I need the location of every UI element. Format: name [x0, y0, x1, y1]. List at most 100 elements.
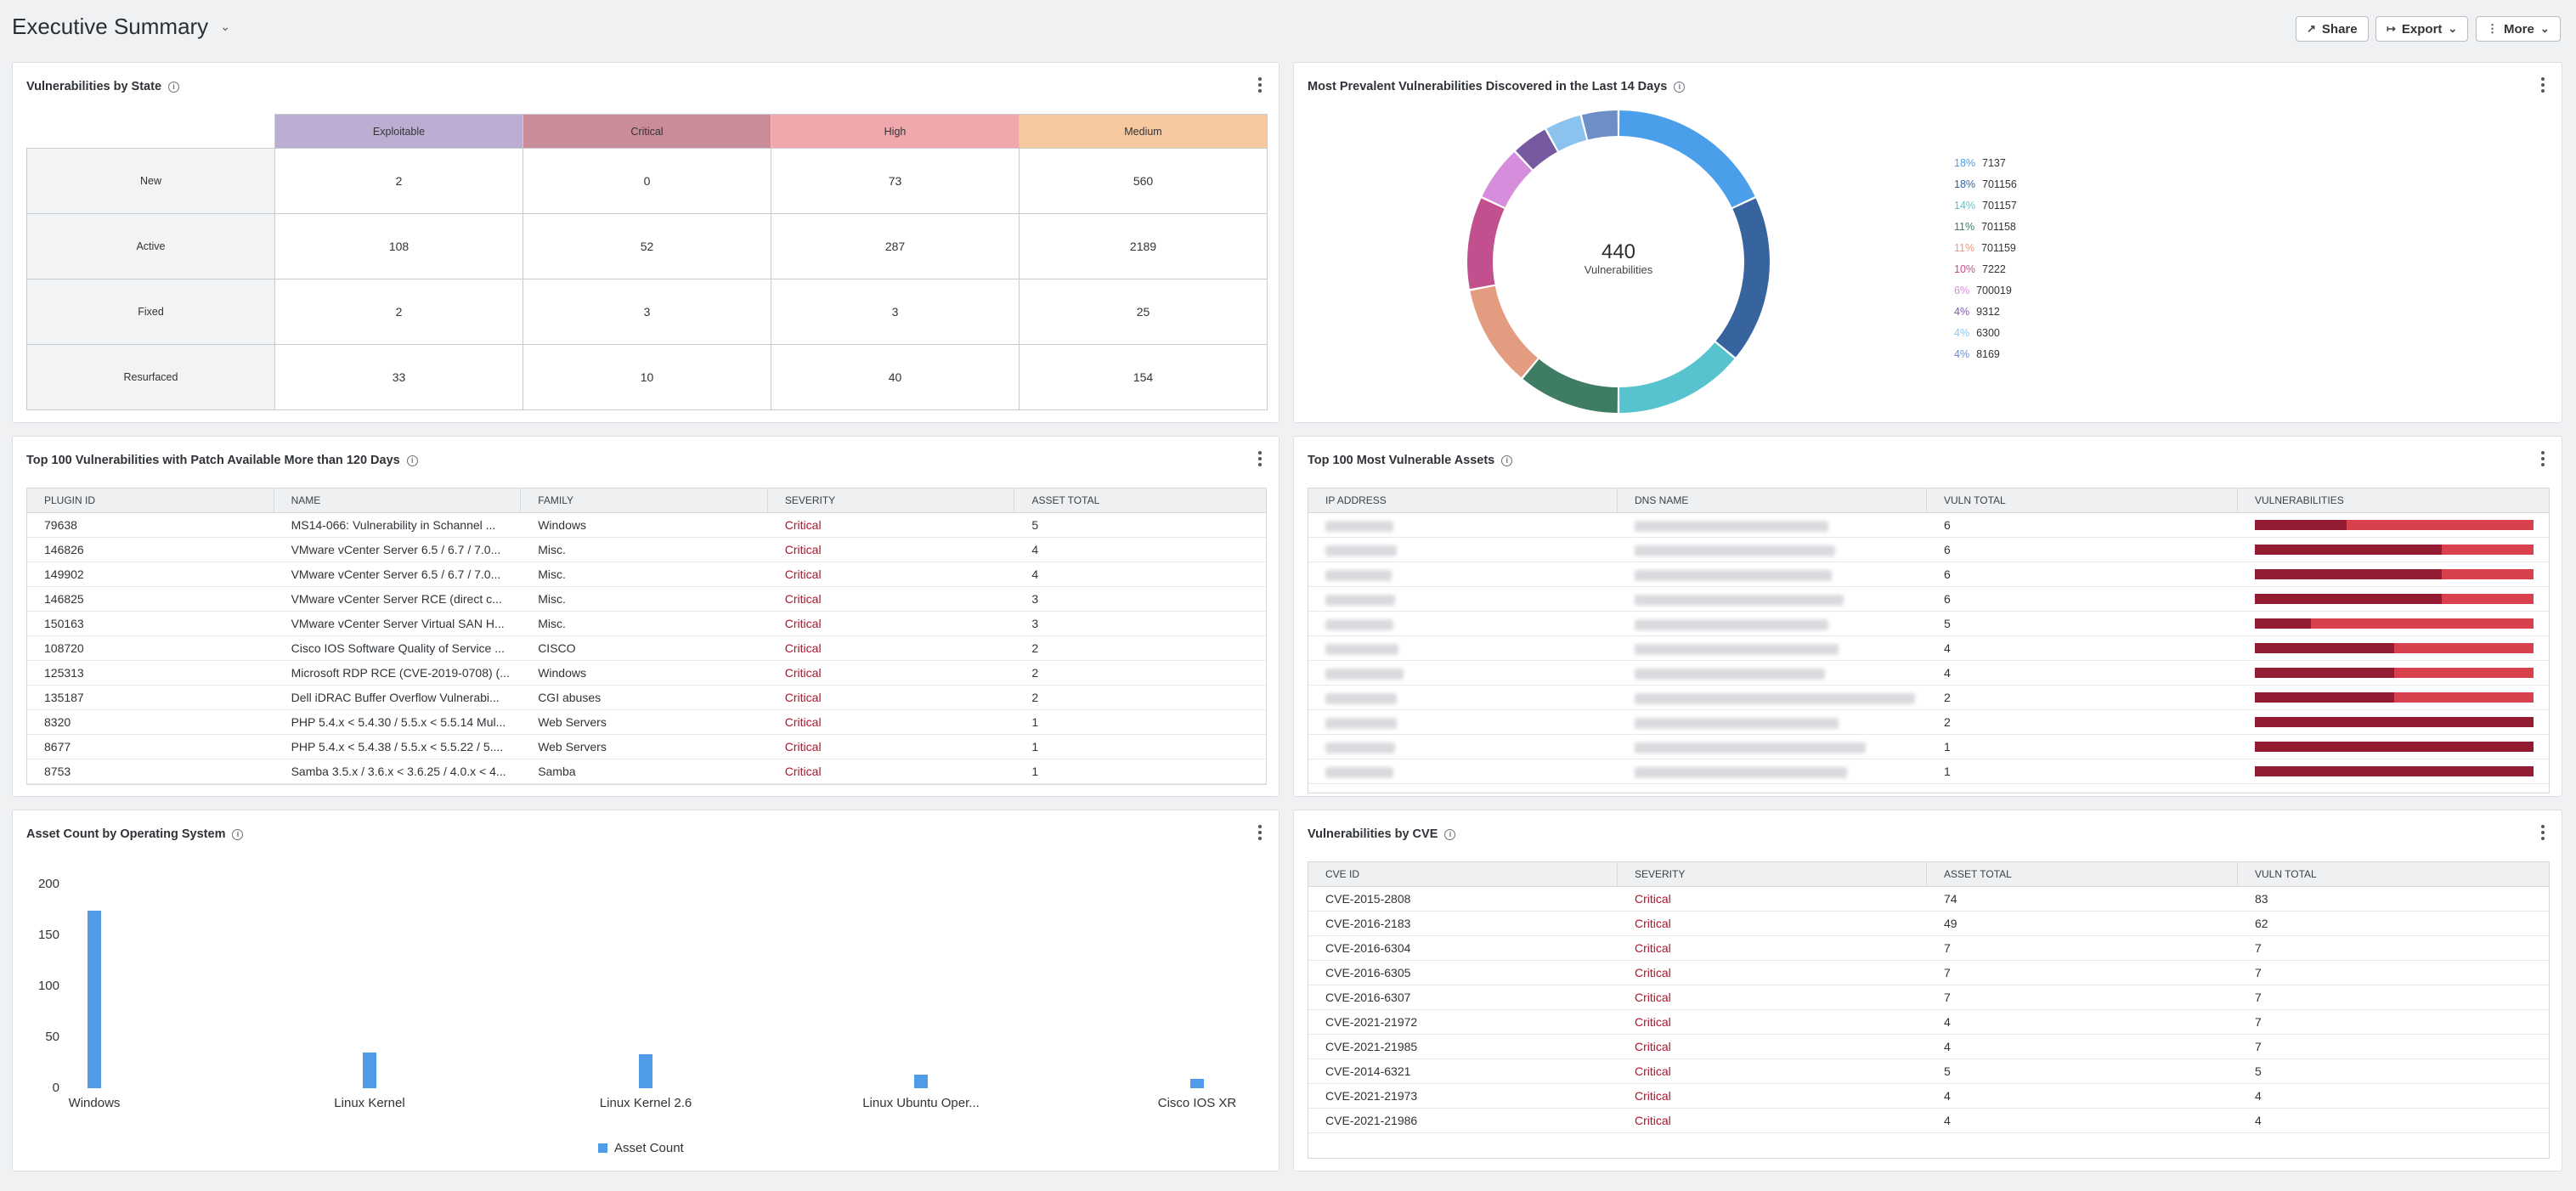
table-row[interactable]: 6 — [1308, 587, 2549, 612]
donut-slice-6300[interactable] — [1546, 115, 1587, 151]
table-row[interactable]: CVE-2015-2808 Critical 74 83 — [1308, 887, 2549, 912]
table-row[interactable]: 4 — [1308, 636, 2549, 661]
col-header-severity[interactable]: SEVERITY — [1618, 862, 1927, 886]
table-row[interactable]: 6 — [1308, 513, 2549, 538]
table-row[interactable]: 2 — [1308, 686, 2549, 710]
col-header-cve-id[interactable]: CVE ID — [1308, 862, 1618, 886]
vulnerabilities-bar-cell[interactable] — [2238, 735, 2549, 759]
cve-id-cell[interactable]: CVE-2021-21972 — [1325, 1015, 1418, 1029]
col-header-vuln-total[interactable]: VULN TOTAL — [2255, 868, 2317, 880]
ip-address-cell[interactable] — [1308, 686, 1618, 709]
cve-id-cell[interactable]: CVE-2016-2183 — [1325, 917, 1411, 930]
legend-item[interactable]: 14% 701157 — [1954, 200, 2017, 212]
donut-slice-700019[interactable] — [1482, 152, 1532, 208]
cve-id-cell[interactable]: CVE-2016-6304 — [1325, 941, 1411, 955]
legend-item[interactable]: 11% 701159 — [1954, 242, 2016, 254]
name-cell[interactable]: PHP 5.4.x < 5.4.30 / 5.5.x < 5.5.14 Mul.… — [291, 715, 506, 729]
info-icon[interactable]: i — [1501, 454, 1513, 466]
severity-bar[interactable] — [2255, 742, 2534, 752]
col-header-ip-address[interactable]: IP ADDRESS — [1308, 488, 1618, 512]
matrix-cell[interactable]: 2 — [274, 148, 523, 214]
table-row[interactable]: 6 — [1308, 562, 2549, 587]
col-header-severity[interactable]: SEVERITY — [768, 488, 1015, 512]
donut-slice-701156[interactable] — [1715, 198, 1770, 358]
donut-slice-7137[interactable] — [1619, 110, 1755, 208]
cve-id-cell[interactable]: CVE-2021-21973 — [1325, 1089, 1418, 1103]
ip-address-cell[interactable] — [1308, 710, 1618, 734]
name-cell[interactable]: VMware vCenter Server RCE (direct c... — [291, 592, 502, 606]
matrix-cell[interactable]: 25 — [1019, 279, 1268, 345]
table-row[interactable]: 149902 VMware vCenter Server 6.5 / 6.7 / … — [27, 562, 1266, 587]
cve-id-cell[interactable]: CVE-2021-21985 — [1325, 1040, 1418, 1053]
severity-bar[interactable] — [2255, 766, 2534, 776]
name-cell[interactable]: MS14-066: Vulnerability in Schannel ... — [291, 518, 496, 532]
name-cell[interactable]: VMware vCenter Server 6.5 / 6.7 / 7.0... — [291, 567, 501, 581]
vulnerabilities-bar-cell[interactable] — [2238, 538, 2549, 562]
donut-slice-701159[interactable] — [1470, 285, 1538, 378]
donut-slice-701158[interactable] — [1522, 358, 1618, 413]
ip-address-cell[interactable] — [1308, 735, 1618, 759]
panel-menu-icon[interactable] — [1253, 824, 1267, 841]
ip-address-cell[interactable] — [1308, 661, 1618, 685]
table-row[interactable]: 1 — [1308, 759, 2549, 784]
table-row[interactable]: 108720 Cisco IOS Software Quality of Serv… — [27, 636, 1266, 661]
panel-menu-icon[interactable] — [2536, 450, 2550, 467]
col-header-family[interactable]: FAMILY — [521, 488, 768, 512]
bar-cisco-ios-xr[interactable] — [1190, 1079, 1204, 1088]
cve-id-cell[interactable]: CVE-2016-6305 — [1325, 966, 1411, 979]
matrix-cell[interactable]: 0 — [523, 148, 771, 214]
table-row[interactable]: 5 — [1308, 612, 2549, 636]
info-icon[interactable]: i — [232, 828, 244, 840]
ip-address-cell[interactable] — [1308, 538, 1618, 562]
table-row[interactable]: CVE-2016-2183 Critical 49 62 — [1308, 912, 2549, 936]
matrix-cell[interactable]: 108 — [274, 213, 523, 279]
table-row[interactable]: 2 — [1308, 710, 2549, 735]
vulnerabilities-bar-cell[interactable] — [2238, 759, 2549, 783]
name-cell[interactable]: VMware vCenter Server Virtual SAN H... — [291, 617, 505, 630]
cve-id-cell[interactable]: CVE-2015-2808 — [1325, 892, 1411, 906]
name-cell[interactable]: Microsoft RDP RCE (CVE-2019-0708) (... — [291, 666, 510, 680]
donut-slice-9312[interactable] — [1516, 129, 1557, 170]
legend-item[interactable]: 6% 700019 — [1954, 285, 2012, 296]
legend-item[interactable]: 4% 8169 — [1954, 348, 2000, 360]
severity-bar[interactable] — [2255, 594, 2534, 604]
ip-address-cell[interactable] — [1308, 513, 1618, 537]
share-button[interactable]: ↗ Share — [2296, 16, 2369, 42]
donut-slice-701157[interactable] — [1619, 342, 1735, 413]
col-header-name[interactable]: NAME — [274, 488, 522, 512]
vulnerabilities-bar-cell[interactable] — [2238, 636, 2549, 660]
table-row[interactable]: CVE-2021-21972 Critical 4 7 — [1308, 1010, 2549, 1035]
info-icon[interactable]: i — [406, 454, 418, 466]
vulnerabilities-bar-cell[interactable] — [2238, 686, 2549, 709]
col-header-vulnerabilities[interactable]: VULNERABILITIES — [2255, 494, 2344, 506]
col-header-asset-total[interactable]: ASSET TOTAL — [1927, 862, 2238, 886]
severity-bar[interactable] — [2255, 717, 2534, 727]
table-row[interactable]: CVE-2016-6305 Critical 7 7 — [1308, 961, 2549, 985]
ip-address-cell[interactable] — [1308, 759, 1618, 783]
col-header-asset-total[interactable]: ASSET TOTAL — [1031, 494, 1100, 506]
panel-menu-icon[interactable] — [2536, 824, 2550, 841]
vulnerabilities-bar-cell[interactable] — [2238, 513, 2549, 537]
matrix-cell[interactable]: 40 — [771, 344, 1020, 410]
ip-address-cell[interactable] — [1308, 636, 1618, 660]
name-cell[interactable]: PHP 5.4.x < 5.4.38 / 5.5.x < 5.5.22 / 5.… — [291, 740, 504, 754]
matrix-cell[interactable]: 3 — [771, 279, 1020, 345]
donut-slice-7222[interactable] — [1467, 198, 1505, 290]
cve-id-cell[interactable]: CVE-2014-6321 — [1325, 1064, 1411, 1078]
panel-menu-icon[interactable] — [1253, 450, 1267, 467]
name-cell[interactable]: Samba 3.5.x / 3.6.x < 3.6.25 / 4.0.x < 4… — [291, 765, 506, 778]
matrix-cell[interactable]: 560 — [1019, 148, 1268, 214]
table-row[interactable]: 79638 MS14-066: Vulnerability in Schannel… — [27, 513, 1266, 538]
col-header-plugin-id[interactable]: PLUGIN ID — [27, 488, 274, 512]
name-cell[interactable]: Dell iDRAC Buffer Overflow Vulnerabi... — [291, 691, 500, 704]
matrix-cell[interactable]: 3 — [523, 279, 771, 345]
panel-menu-icon[interactable] — [1253, 76, 1267, 93]
export-button[interactable]: ↦ Export ⌄ — [2375, 16, 2469, 42]
table-row[interactable]: 125313 Microsoft RDP RCE (CVE-2019-0708) … — [27, 661, 1266, 686]
table-row[interactable]: 1 — [1308, 735, 2549, 759]
bar-windows[interactable] — [88, 911, 101, 1088]
matrix-cell[interactable]: 73 — [771, 148, 1020, 214]
vulnerabilities-bar-cell[interactable] — [2238, 587, 2549, 611]
ip-address-cell[interactable] — [1308, 587, 1618, 611]
table-row[interactable]: CVE-2016-6304 Critical 7 7 — [1308, 936, 2549, 961]
